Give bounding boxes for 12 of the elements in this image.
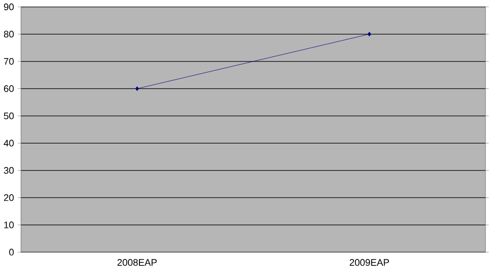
y-tick-label: 20 xyxy=(4,194,14,201)
x-tick-label: 2009EAP xyxy=(350,258,389,266)
y-tick-label: 60 xyxy=(4,85,14,92)
x-tick-label: 2008EAP xyxy=(118,258,157,266)
y-tick-label: 10 xyxy=(4,221,14,228)
y-tick-label: 80 xyxy=(4,30,14,38)
y-tick-label: 30 xyxy=(4,166,14,174)
y-tick-label: 70 xyxy=(4,58,14,65)
y-tick-label: 90 xyxy=(4,3,14,10)
y-tick-label: 50 xyxy=(4,112,14,120)
y-tick-label: 0 xyxy=(9,248,14,256)
y-tick-label: 40 xyxy=(4,140,14,146)
